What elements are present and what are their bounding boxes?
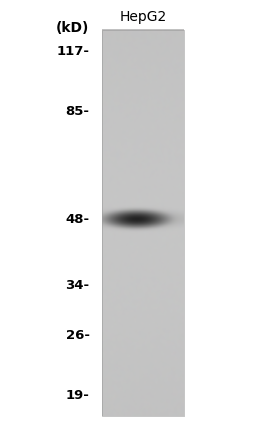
Text: 19-: 19- (66, 389, 90, 402)
Text: 48-: 48- (66, 213, 90, 227)
Text: (kD): (kD) (56, 21, 90, 36)
Text: 85-: 85- (66, 105, 90, 118)
Text: HepG2: HepG2 (120, 9, 167, 24)
Text: 26-: 26- (66, 329, 90, 342)
Text: 117-: 117- (57, 45, 90, 58)
Text: 34-: 34- (66, 278, 90, 292)
